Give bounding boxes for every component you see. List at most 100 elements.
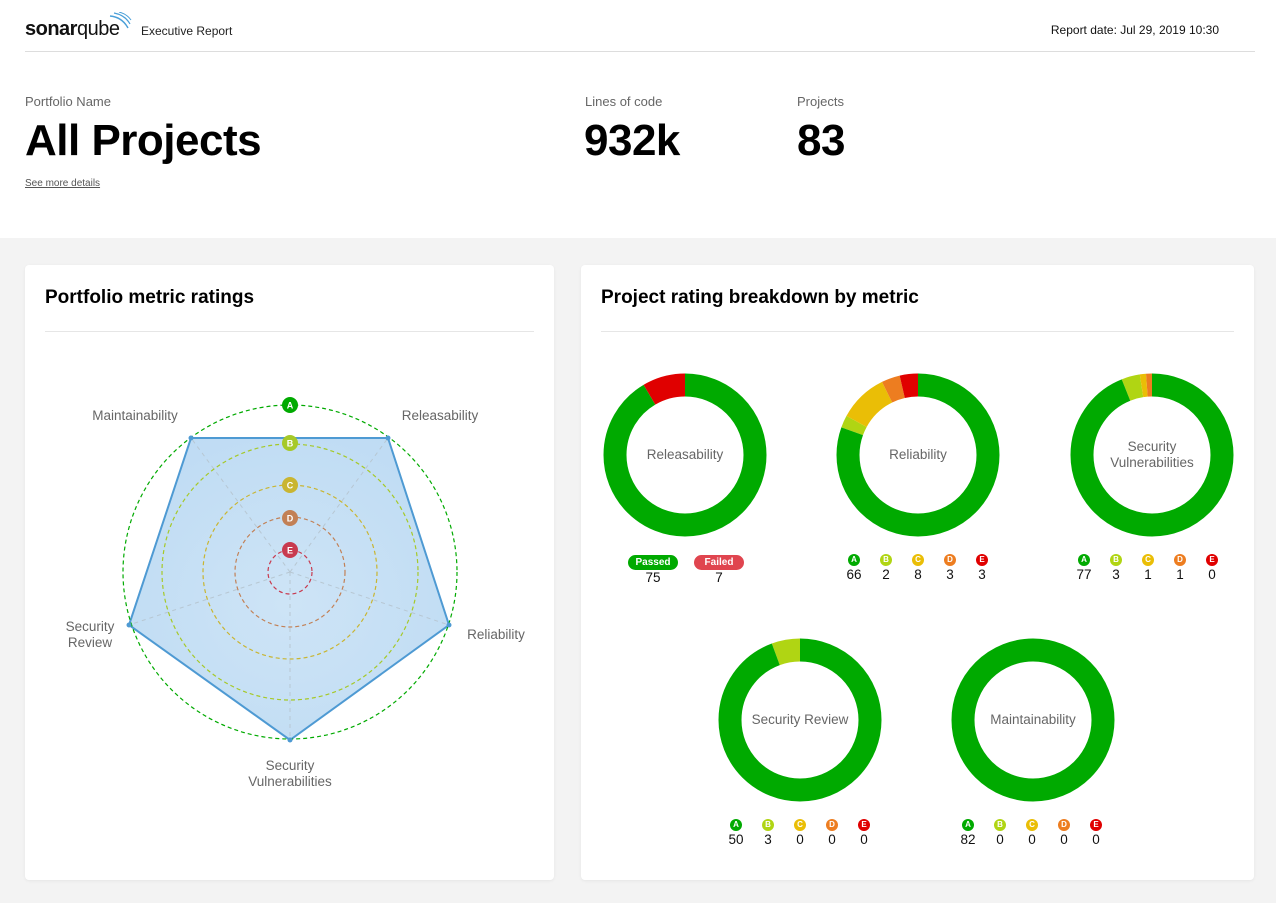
grade-badge-d: D bbox=[944, 554, 956, 566]
grade-badge-e: E bbox=[858, 819, 870, 831]
grade-count-a: 66 bbox=[846, 567, 862, 582]
radar-axis-label-maintainability: Maintainability bbox=[92, 408, 178, 423]
grade-count-e: 0 bbox=[1208, 567, 1216, 582]
project-rating-breakdown-card: Project rating breakdown by metric Relea… bbox=[581, 265, 1254, 880]
radar-axis-label-releasability: Releasability bbox=[401, 408, 479, 423]
failed-count: 7 bbox=[715, 570, 723, 585]
donut-segment bbox=[718, 638, 882, 802]
grade-legend-a: A 66 bbox=[839, 554, 869, 583]
grade-badge-d: D bbox=[826, 819, 838, 831]
grade-badge-c: C bbox=[794, 819, 806, 831]
grade-count-e: 0 bbox=[860, 832, 868, 847]
grade-marker-b: B bbox=[287, 439, 294, 449]
donut-segment bbox=[1070, 373, 1234, 537]
grade-count-a: 50 bbox=[728, 832, 744, 847]
radar-axis-label-reliability: Reliability bbox=[467, 627, 525, 642]
grade-badge-c: C bbox=[912, 554, 924, 566]
grade-count-c: 0 bbox=[796, 832, 804, 847]
grade-count-d: 0 bbox=[1060, 832, 1068, 847]
grade-badge-b: B bbox=[880, 554, 892, 566]
projects-label: Projects bbox=[797, 94, 844, 109]
grade-count-d: 1 bbox=[1176, 567, 1184, 582]
donut-label-security-vulnerabilities: Security Vulnerabilities bbox=[1110, 439, 1194, 470]
grade-badge-a: A bbox=[1078, 554, 1090, 566]
grade-marker-c: C bbox=[287, 481, 294, 491]
grade-legend-a: A 82 bbox=[953, 819, 983, 848]
donut-label-security-review: Security Review bbox=[751, 712, 849, 727]
grade-badge-a: A bbox=[848, 554, 860, 566]
portfolio-name-label: Portfolio Name bbox=[25, 94, 111, 109]
donut-segment bbox=[836, 373, 1000, 537]
passed-badge: Passed bbox=[628, 555, 678, 570]
report-header: sonarqube Executive Report Report date: … bbox=[25, 10, 1255, 52]
grade-count-a: 82 bbox=[960, 832, 976, 847]
passed-count: 75 bbox=[645, 570, 661, 585]
grade-badge-a: A bbox=[962, 819, 974, 831]
maintainability-donut bbox=[951, 638, 1115, 802]
donut-segment bbox=[603, 373, 767, 537]
donut-segment bbox=[951, 638, 1115, 802]
portfolio-metric-ratings-card: Portfolio metric ratings bbox=[25, 265, 554, 880]
sonarqube-logo: sonarqube bbox=[25, 18, 120, 40]
lines-of-code-value: 932k bbox=[584, 116, 680, 165]
radar-rating-area bbox=[127, 437, 451, 742]
security-vulnerabilities-donut bbox=[1070, 373, 1234, 537]
radar-chart: A B C D E bbox=[122, 397, 458, 743]
portfolio-summary: sonarqube Executive Report Report date: … bbox=[0, 0, 1276, 238]
grade-badge-a: A bbox=[730, 819, 742, 831]
radar-axes bbox=[128, 437, 450, 740]
see-more-details-link[interactable]: See more details bbox=[25, 178, 101, 189]
grade-count-d: 3 bbox=[946, 567, 954, 582]
grade-count-e: 0 bbox=[1092, 832, 1100, 847]
grade-marker-e: E bbox=[287, 546, 293, 556]
reliability-donut bbox=[836, 373, 1000, 537]
grade-count-e: 3 bbox=[978, 567, 986, 582]
grade-badge-b: B bbox=[762, 819, 774, 831]
grade-count-b: 2 bbox=[882, 567, 890, 582]
releasability-donut bbox=[603, 373, 767, 537]
grade-badge-e: E bbox=[1206, 554, 1218, 566]
grade-count-c: 1 bbox=[1144, 567, 1152, 582]
lines-of-code-label: Lines of code bbox=[585, 94, 663, 109]
sonarqube-waves-icon bbox=[109, 12, 132, 29]
grade-count-b: 3 bbox=[764, 832, 772, 847]
grade-badge-e: E bbox=[976, 554, 988, 566]
card-title: Portfolio metric ratings bbox=[45, 287, 255, 308]
donut-label-releasability: Releasability bbox=[646, 447, 724, 462]
grade-badge-b: B bbox=[1110, 554, 1122, 566]
grade-count-c: 0 bbox=[1028, 832, 1036, 847]
grade-marker-a: A bbox=[287, 401, 294, 411]
grade-count-c: 8 bbox=[914, 567, 922, 582]
grade-badge-b: B bbox=[994, 819, 1006, 831]
grade-badge-c: C bbox=[1142, 554, 1154, 566]
grade-ring-d bbox=[234, 516, 346, 628]
donut-label-reliability: Reliability bbox=[889, 447, 947, 462]
failed-badge: Failed bbox=[694, 555, 744, 570]
portfolio-name: All Projects bbox=[25, 116, 262, 165]
grade-badge-e: E bbox=[1090, 819, 1102, 831]
divider bbox=[45, 331, 534, 332]
grade-legend-a: A 50 bbox=[721, 819, 751, 848]
grade-badge-d: D bbox=[1174, 554, 1186, 566]
security-review-donut bbox=[718, 638, 882, 802]
grade-count-a: 77 bbox=[1076, 567, 1092, 582]
report-title: Executive Report bbox=[141, 24, 233, 38]
divider bbox=[601, 331, 1234, 332]
report-date: Report date: Jul 29, 2019 10:30 bbox=[1050, 23, 1219, 37]
donut-label-maintainability: Maintainability bbox=[990, 712, 1076, 727]
grade-legend-a: A 77 bbox=[1069, 554, 1099, 583]
